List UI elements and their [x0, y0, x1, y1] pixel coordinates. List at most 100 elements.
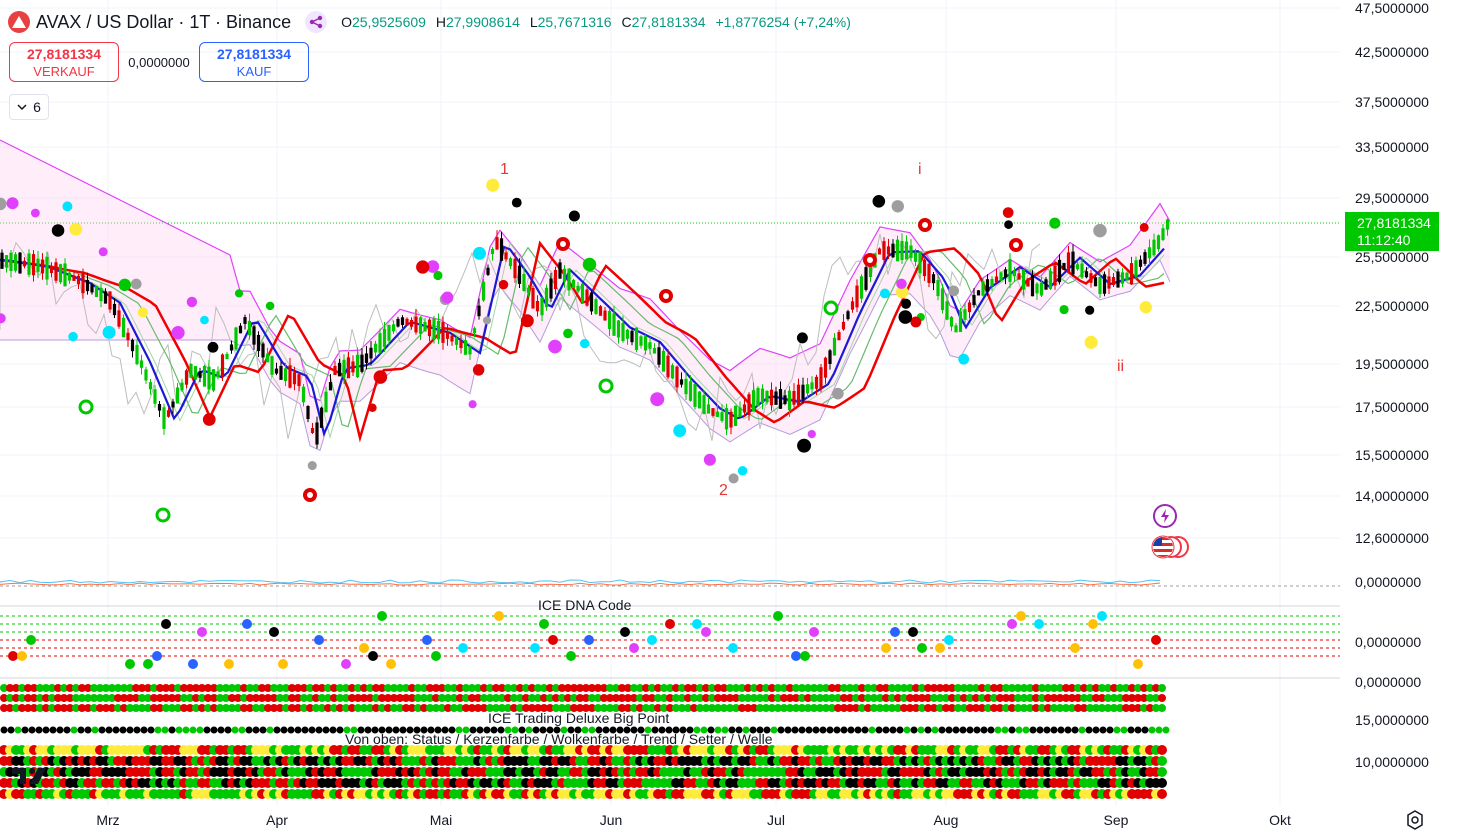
bigpoint-dot — [312, 694, 320, 702]
bigpoint-dot — [696, 684, 704, 692]
candle-body — [895, 239, 900, 262]
bigpoint-dot — [312, 704, 320, 712]
price-axis[interactable]: 47,5000000 42,5000000 37,5000000 33,5000000… — [1340, 0, 1467, 836]
candle-body — [742, 404, 747, 413]
candle-body — [18, 252, 22, 274]
bigpoint-dot — [264, 694, 272, 702]
price-axis-label: 0,0000000 — [1355, 634, 1422, 650]
bigpoint-dot — [666, 704, 674, 712]
bigpoint-dot — [12, 684, 20, 692]
candle-body — [130, 339, 135, 352]
status-dot — [105, 726, 113, 734]
bigpoint-dot — [300, 694, 308, 702]
settings-icon[interactable] — [1405, 810, 1425, 830]
candle-body — [531, 287, 535, 309]
bigpoint-dot — [798, 704, 806, 712]
status-dot — [203, 726, 211, 734]
candle-body — [225, 353, 229, 360]
bigpoint-dot — [294, 694, 302, 702]
status-dot — [98, 726, 106, 734]
signal-dot — [98, 247, 108, 257]
status-dot — [742, 726, 750, 734]
flash-icon[interactable] — [1153, 504, 1177, 528]
bigpoint-dot — [528, 694, 536, 702]
chart-canvas[interactable] — [0, 0, 1340, 806]
bigpoint-dot — [996, 704, 1004, 712]
signal-dot — [650, 392, 665, 407]
status-dot — [609, 726, 617, 734]
bigpoint-dot — [510, 684, 518, 692]
candle-body — [432, 318, 436, 340]
bigpoint-dot — [594, 684, 602, 692]
bigpoint-dot — [1157, 756, 1167, 766]
signal-dot — [234, 289, 244, 298]
candle-body — [220, 354, 225, 377]
bigpoint-dot — [606, 704, 614, 712]
share-icon[interactable] — [305, 11, 328, 33]
bigpoint-dot — [90, 684, 98, 692]
bigpoint-dot — [180, 704, 188, 712]
status-dot — [462, 726, 470, 734]
dna-dot — [386, 659, 396, 669]
status-dot — [70, 726, 78, 734]
signal-dot — [30, 208, 40, 218]
bigpoint-dot — [150, 694, 158, 702]
candle-body — [1053, 265, 1057, 286]
bigpoint-dot — [804, 704, 812, 712]
bigpoint-dot — [408, 694, 416, 702]
candle-body — [495, 237, 499, 250]
volume-line — [0, 579, 1161, 584]
bigpoint-dot — [1134, 684, 1142, 692]
bigpoint-dot — [744, 704, 752, 712]
bigpoint-dot — [588, 684, 596, 692]
status-dot — [280, 726, 288, 734]
status-dot — [644, 726, 652, 734]
dna-dot — [1016, 611, 1026, 621]
status-dot — [497, 726, 505, 734]
tradingview-logo-icon[interactable] — [10, 764, 54, 788]
bigpoint-dot — [624, 704, 632, 712]
bigpoint-dot — [474, 684, 482, 692]
candle-body — [648, 342, 652, 349]
time-axis-label: Jul — [767, 812, 785, 828]
sell-button[interactable]: 27,8181334 VERKAUF — [9, 42, 119, 82]
bigpoint-dot — [732, 694, 740, 702]
symbol-title[interactable]: AVAX / US Dollar · 1T · Binance — [36, 11, 292, 32]
bigpoint-dot — [1092, 704, 1100, 712]
bigpoint-dot — [732, 704, 740, 712]
candle-body — [522, 273, 526, 292]
bigpoint-dot — [414, 684, 422, 692]
candle-body — [4, 255, 9, 268]
us-flag-icon[interactable] — [1150, 534, 1190, 560]
bigpoint-dot — [1074, 704, 1082, 712]
bigpoint-dot — [384, 684, 392, 692]
bigpoint-dot — [816, 704, 824, 712]
bigpoint-dot — [1158, 694, 1166, 702]
bigpoint-dot — [336, 684, 344, 692]
ema-blue-line — [0, 245, 1165, 438]
bigpoint-dot — [960, 694, 968, 702]
bigpoint-dot — [864, 704, 872, 712]
price-axis-label: 22,5000000 — [1355, 298, 1429, 314]
dna-dot — [566, 651, 576, 661]
bigpoint-dot — [246, 684, 254, 692]
bigpoint-dot — [798, 694, 806, 702]
candle-body — [1125, 272, 1129, 281]
candle-body — [864, 267, 868, 290]
candle-body — [585, 289, 589, 306]
bigpoint-dot — [942, 684, 950, 692]
candle-body — [711, 408, 715, 416]
bigpoint-dot — [822, 684, 830, 692]
time-axis[interactable]: Mrz Apr Mai Jun Jul Aug Sep Okt — [0, 806, 1340, 836]
bigpoint-dot — [816, 694, 824, 702]
status-dot — [1078, 726, 1086, 734]
bigpoint-dot — [1158, 684, 1166, 692]
buy-button[interactable]: 27,8181334 KAUF — [199, 42, 309, 82]
candle-body — [774, 391, 778, 405]
signal-dot — [468, 400, 477, 409]
indicators-toggle-button[interactable]: 6 — [9, 94, 49, 120]
candle-body — [693, 384, 697, 407]
avax-logo-icon — [8, 11, 30, 33]
candle-body — [333, 365, 337, 376]
bigpoint-dot — [540, 694, 548, 702]
